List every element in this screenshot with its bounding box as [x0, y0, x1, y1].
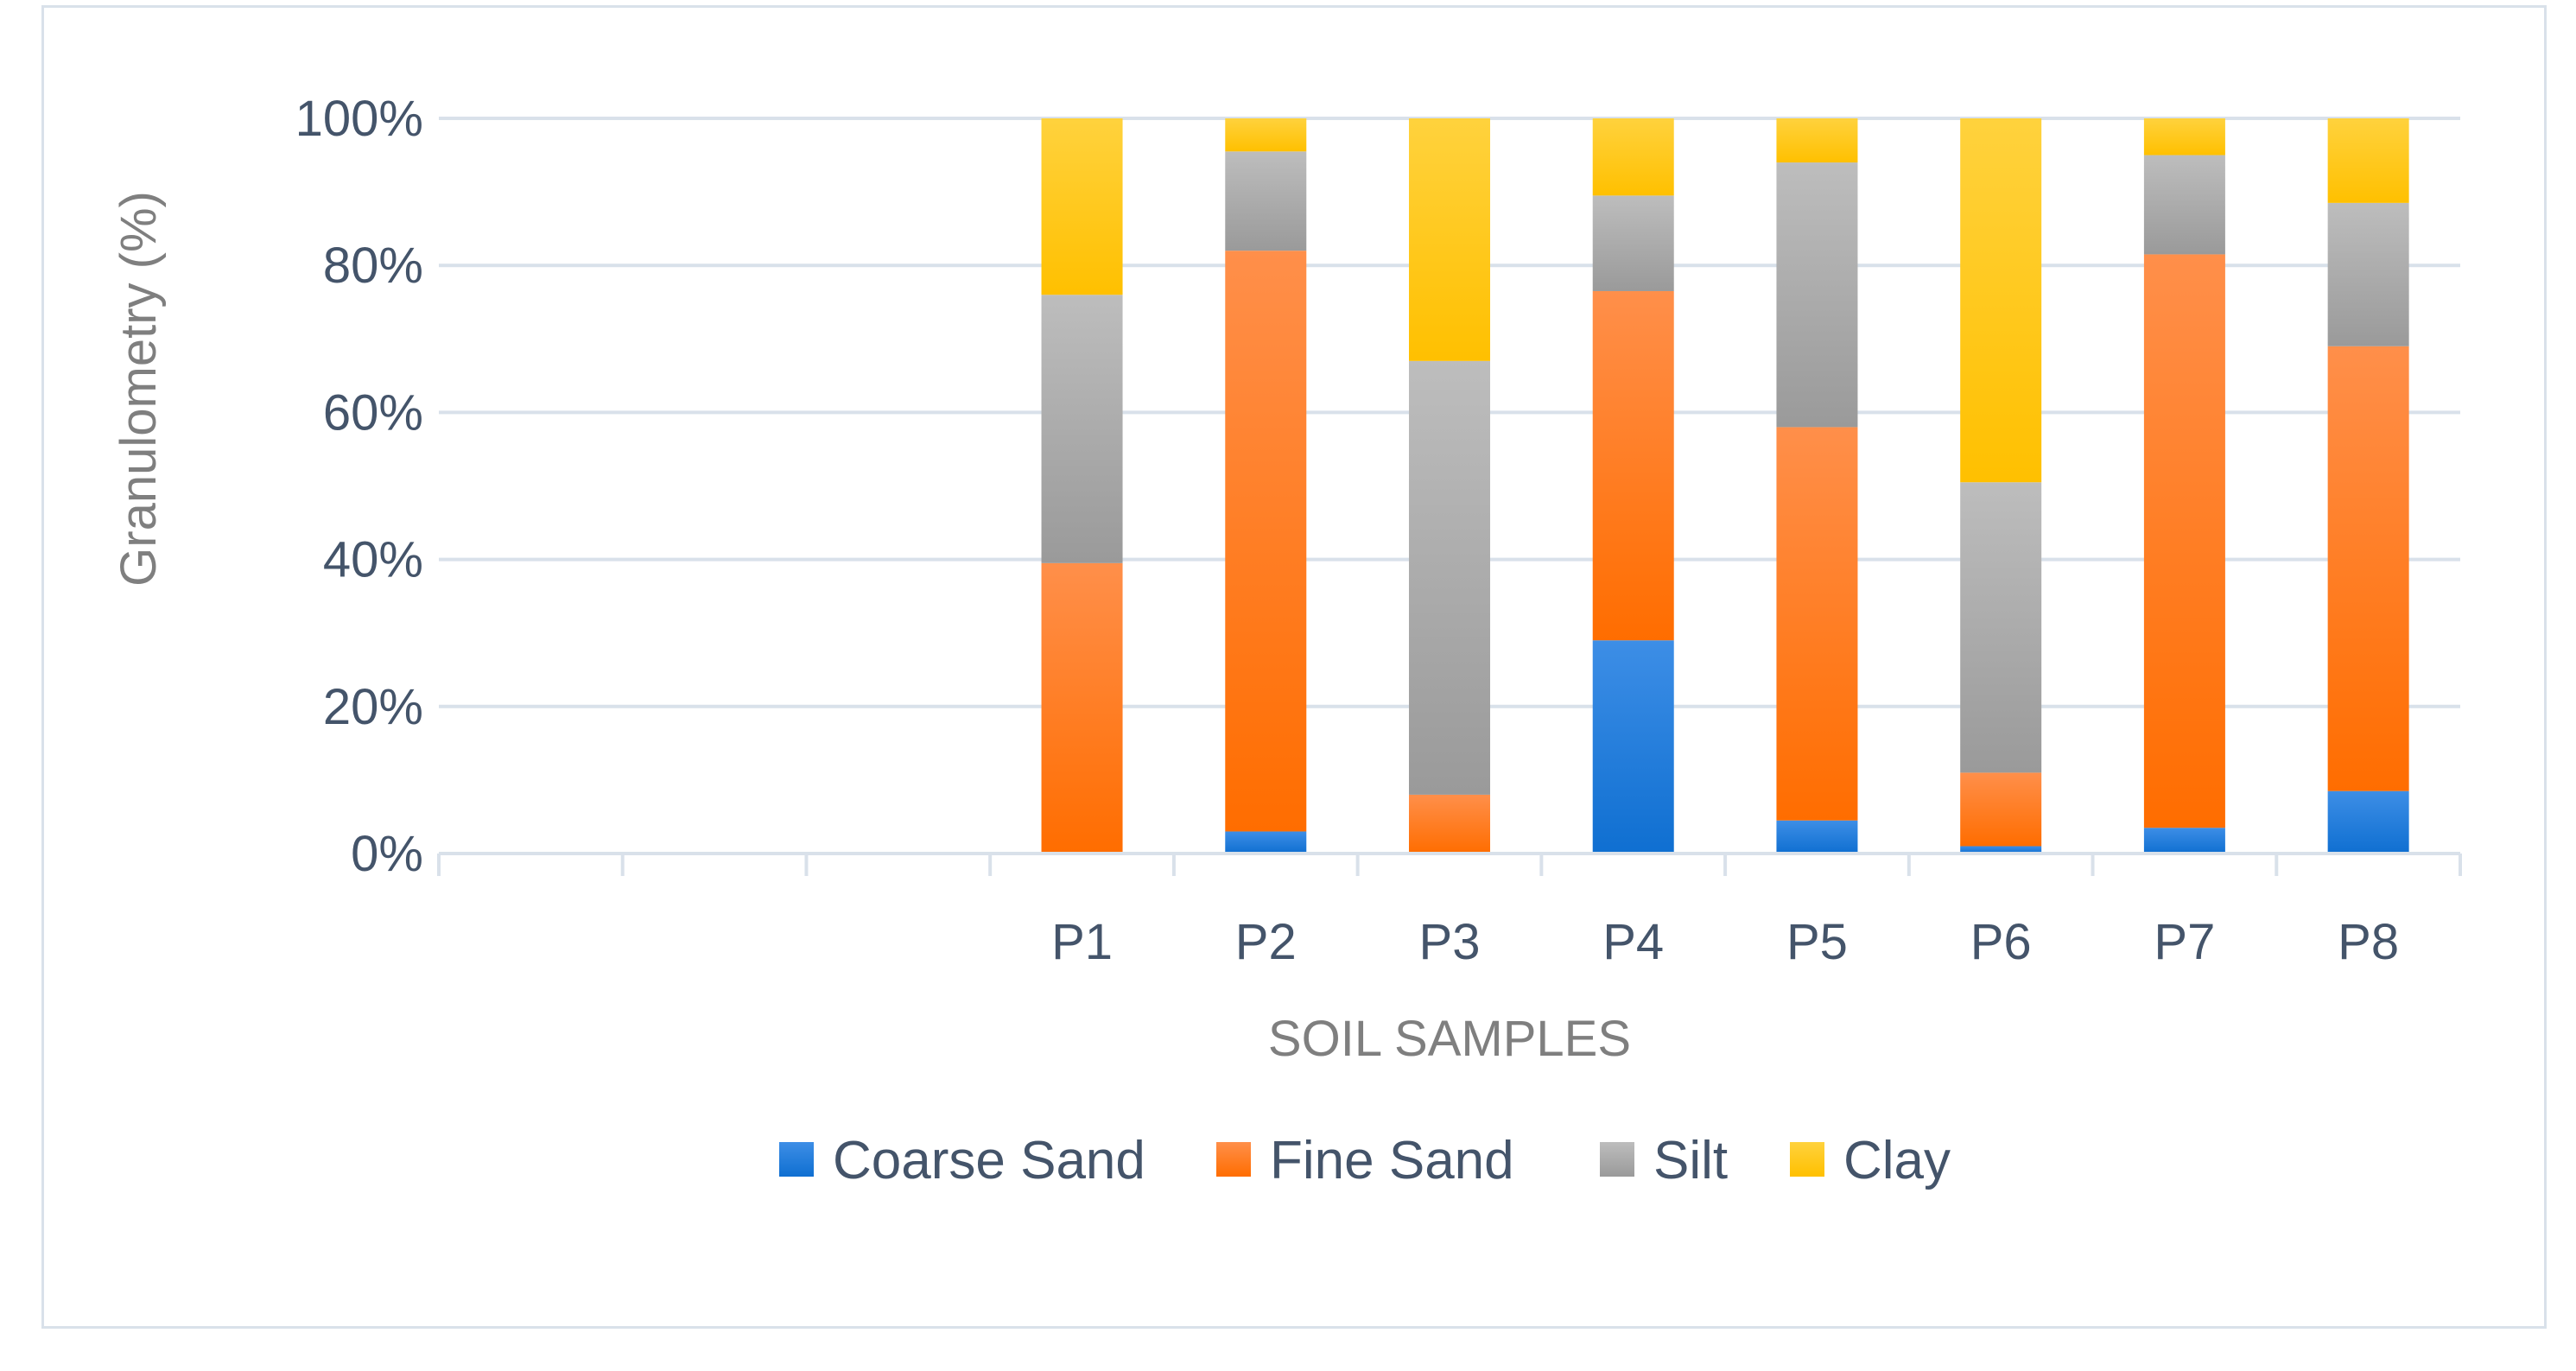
x-axis — [437, 852, 2462, 876]
bar-p1-fine-sand — [1041, 562, 1123, 854]
x-tick-label: P3 — [1419, 914, 1481, 970]
x-tick-label: P1 — [1051, 914, 1113, 970]
legend-swatch-silt — [1600, 1142, 1634, 1177]
bar-p8-clay — [2327, 118, 2409, 203]
y-tick-label: 40% — [323, 532, 423, 588]
bar-p6-coarse-sand — [1960, 846, 2042, 854]
bars — [1041, 118, 2409, 854]
x-tick-label: P8 — [2338, 914, 2399, 970]
bar-p6-clay — [1960, 118, 2042, 483]
y-tick-label: 20% — [323, 679, 423, 735]
x-tick-label: P6 — [1970, 914, 2032, 970]
bar-p8-coarse-sand — [2327, 790, 2409, 854]
bar-p5-coarse-sand — [1776, 820, 1858, 854]
bar-p6-silt — [1960, 482, 2042, 773]
bar-p7-silt — [2143, 155, 2225, 255]
bar-p7-clay — [2143, 118, 2225, 156]
legend-label: Coarse Sand — [833, 1131, 1145, 1190]
bar-p3-silt — [1409, 360, 1490, 795]
bar-p1-clay — [1041, 118, 1123, 295]
bar-p8-fine-sand — [2327, 346, 2409, 791]
y-tick-label: 100% — [295, 91, 423, 147]
y-axis-title: Granulometry (%) — [111, 191, 167, 587]
y-tick-label: 80% — [323, 238, 423, 294]
y-tick-label: 60% — [323, 384, 423, 441]
x-tick-label: P5 — [1786, 914, 1848, 970]
x-axis-title: SOIL SAMPLES — [1268, 1011, 1631, 1067]
legend-swatch-clay — [1790, 1142, 1824, 1177]
bar-p8-silt — [2327, 202, 2409, 346]
bar-p7-coarse-sand — [2143, 828, 2225, 854]
bar-p2-fine-sand — [1225, 251, 1307, 832]
bar-p3-fine-sand — [1409, 794, 1490, 854]
bar-p5-silt — [1776, 162, 1858, 428]
x-tick-labels: P1 P2 P3 P4 P5 P6 P7 P8 — [1051, 914, 2399, 970]
bar-p4-silt — [1592, 195, 1674, 291]
y-tick-labels: 0% 20% 40% 60% 80% 100% — [295, 91, 423, 882]
x-tick-label: P4 — [1602, 914, 1664, 970]
x-tick-label: P2 — [1235, 914, 1297, 970]
bar-p6-fine-sand — [1960, 772, 2042, 847]
legend-swatch-coarse-sand — [779, 1142, 814, 1177]
legend-swatch-fine-sand — [1216, 1142, 1251, 1177]
legend-label: Silt — [1653, 1131, 1728, 1190]
bar-p7-fine-sand — [2143, 254, 2225, 828]
bar-p4-coarse-sand — [1592, 640, 1674, 854]
bar-p2-coarse-sand — [1225, 831, 1307, 854]
bar-p2-silt — [1225, 151, 1307, 251]
bar-p2-clay — [1225, 118, 1307, 152]
bar-p1-silt — [1041, 295, 1123, 563]
legend: Coarse Sand Fine Sand Silt Clay — [779, 1131, 1951, 1190]
legend-label: Clay — [1843, 1131, 1951, 1190]
y-tick-label: 0% — [351, 826, 423, 882]
legend-label: Fine Sand — [1270, 1131, 1514, 1190]
bar-p4-clay — [1592, 118, 1674, 196]
bar-p4-fine-sand — [1592, 290, 1674, 641]
bar-p3-clay — [1409, 118, 1490, 361]
bar-p5-clay — [1776, 118, 1858, 163]
bar-p5-fine-sand — [1776, 427, 1858, 821]
x-tick-label: P7 — [2154, 914, 2215, 970]
